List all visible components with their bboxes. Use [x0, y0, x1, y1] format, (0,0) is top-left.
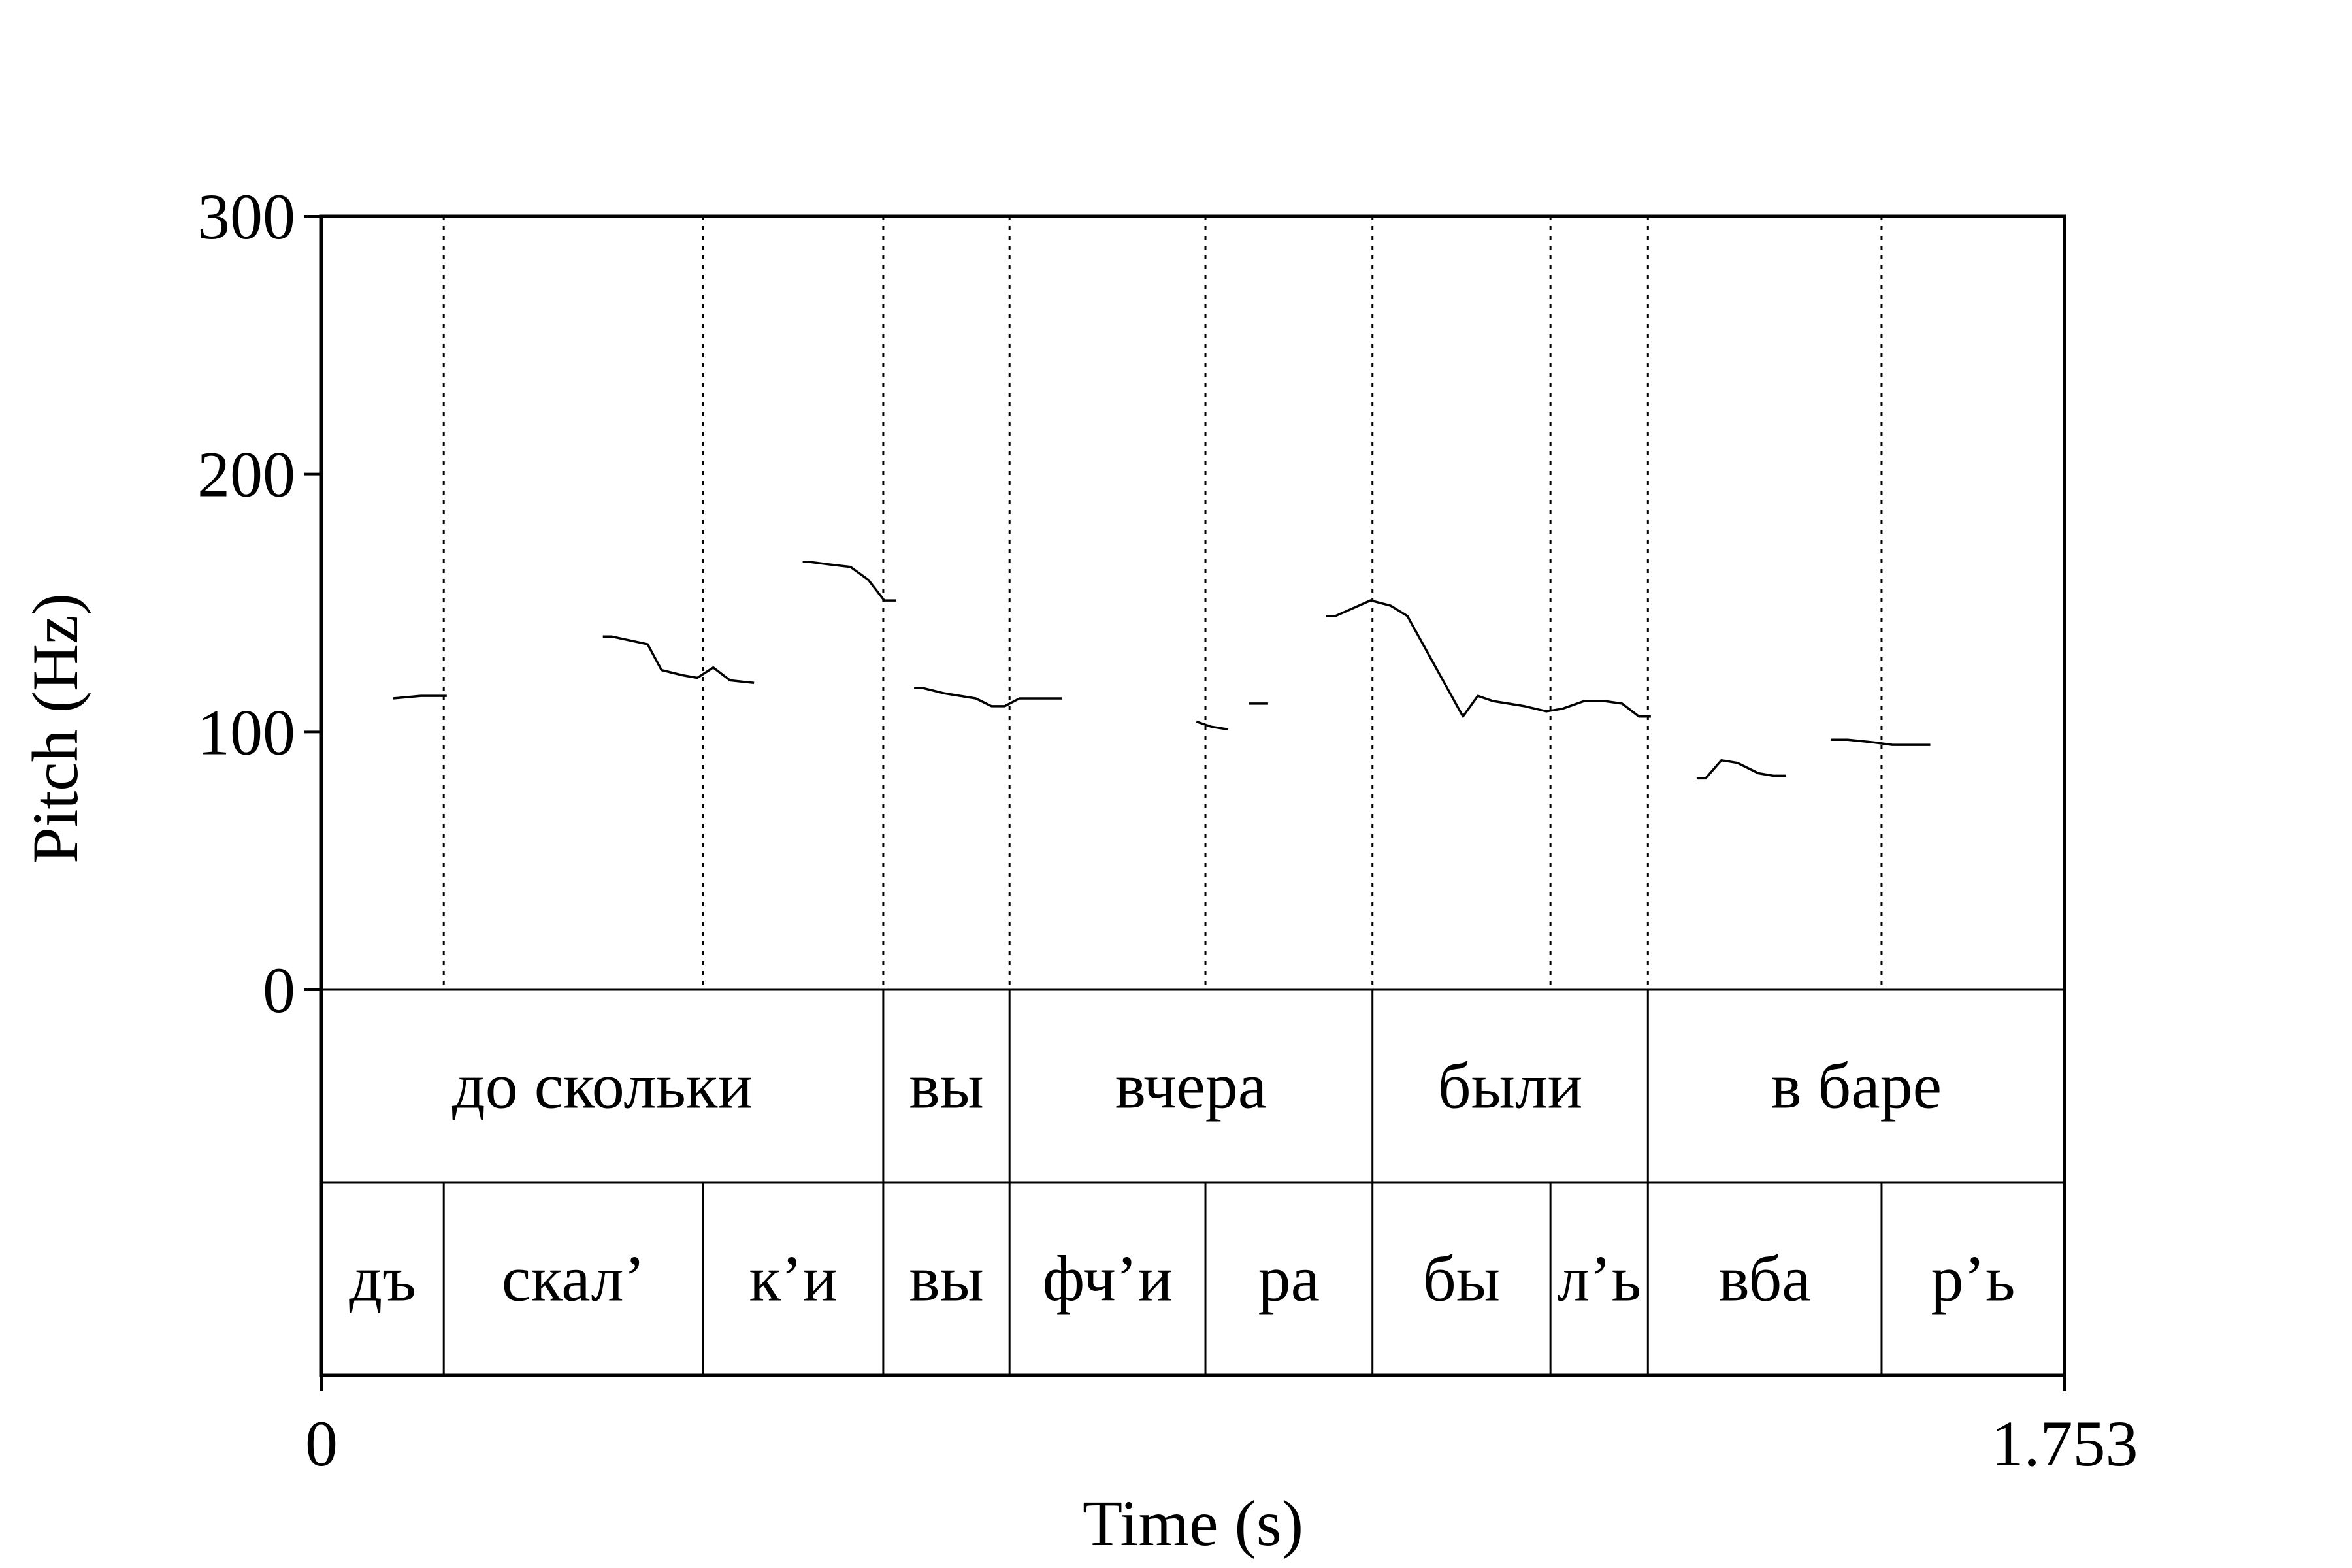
syllable-label: вы — [909, 1243, 983, 1315]
syllable-label: вба — [1719, 1243, 1811, 1315]
syllable-label: л’ь — [1557, 1243, 1641, 1315]
pitch-segment — [1696, 759, 1786, 780]
word-label: вы — [909, 1050, 983, 1122]
syllable-label: к’и — [749, 1243, 837, 1315]
syllable-label: дъ — [349, 1243, 416, 1315]
pitch-segment — [602, 635, 755, 685]
word-label: вчера — [1115, 1050, 1267, 1122]
x-axis-title: Time (s) — [1083, 1487, 1303, 1560]
syllable-label: ра — [1258, 1243, 1320, 1315]
pitch-segment — [393, 694, 447, 700]
pitch-segment — [1326, 599, 1651, 718]
syllable-label: скал’ — [502, 1243, 645, 1315]
y-tick-label: 200 — [197, 438, 295, 511]
syllable-label: р’ь — [1931, 1243, 2016, 1315]
word-label: были — [1438, 1050, 1582, 1122]
plot-frame — [319, 214, 2066, 1377]
pitch-segment — [1831, 738, 1931, 746]
syllable-label: бы — [1423, 1243, 1500, 1315]
y-tick-label: 100 — [197, 696, 295, 768]
boundary-lines — [442, 216, 1883, 990]
y-axis: 0 100 200 300 — [197, 180, 321, 1026]
x-tick-label: 1.753 — [1991, 1407, 2138, 1480]
syllable-label: фч’и — [1043, 1243, 1173, 1315]
x-tick-label: 0 — [305, 1407, 338, 1480]
pitch-contour — [393, 561, 1931, 780]
y-tick-label: 0 — [263, 954, 295, 1026]
y-axis-title: Pitch (Hz) — [19, 593, 91, 864]
word-label: до скольки — [452, 1050, 753, 1122]
word-label: в баре — [1771, 1050, 1942, 1122]
pitch-segment — [1196, 720, 1229, 731]
y-tick-label: 300 — [197, 180, 295, 253]
pitch-segment — [914, 687, 1062, 708]
pitch-segment — [802, 561, 896, 602]
tier-grid — [321, 988, 2065, 1375]
x-axis: 0 1.753 — [305, 1375, 2138, 1480]
